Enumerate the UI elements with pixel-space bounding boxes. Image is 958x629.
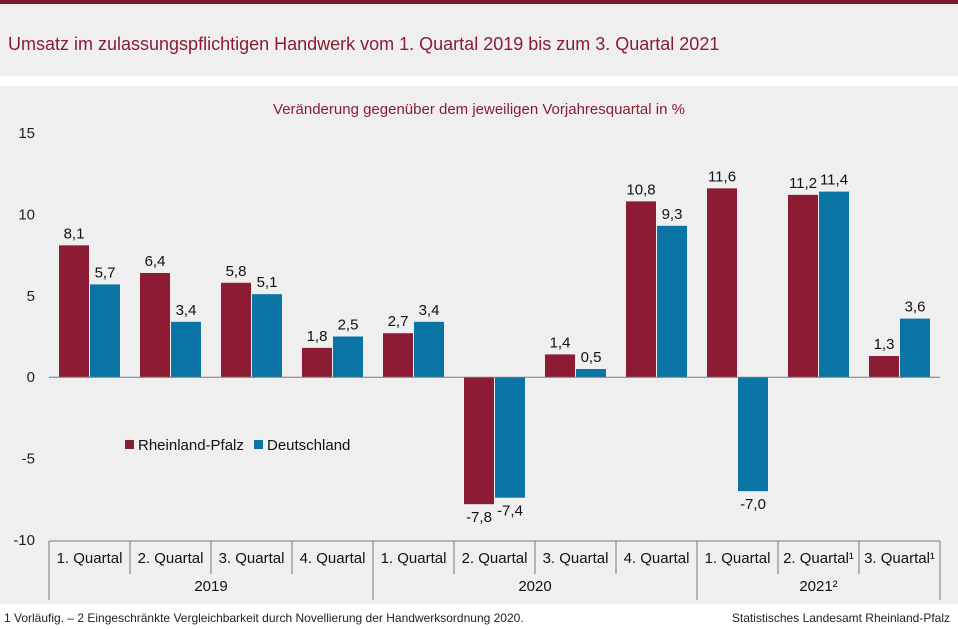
footnote: 1 Vorläufig. – 2 Eingeschränkte Vergleic… — [4, 611, 524, 625]
bar-rheinland-pfalz — [59, 245, 89, 378]
x-tick-label: 1. Quartal — [705, 550, 771, 567]
bar-deutschland — [576, 369, 606, 378]
source-note: Statistisches Landesamt Rheinland-Pfalz — [731, 611, 950, 625]
bar-deutschland — [900, 318, 930, 378]
data-label: 11,6 — [708, 168, 736, 185]
group-label: 2019 — [194, 578, 227, 595]
legend-label: Deutschland — [267, 437, 350, 454]
bar-deutschland — [90, 284, 120, 378]
data-label: 3,4 — [419, 302, 440, 319]
header-gap — [0, 76, 958, 86]
x-tick-label: 2. Quartal — [462, 550, 528, 567]
group-label: 2021² — [799, 578, 837, 595]
data-label: -7,4 — [497, 503, 523, 520]
bar-rheinland-pfalz — [545, 354, 575, 378]
bar-deutschland — [252, 294, 282, 378]
y-tick-label: 0 — [27, 369, 35, 386]
title-header: Umsatz im zulassungspflichtigen Handwerk… — [0, 4, 958, 76]
x-tick-label: 3. Quartal¹ — [864, 550, 935, 567]
x-tick-label: 2. Quartal¹ — [783, 550, 854, 567]
data-label: 1,4 — [550, 334, 571, 351]
chart-subtitle: Veränderung gegenüber dem jeweiligen Vor… — [273, 101, 685, 118]
x-tick-label: 1. Quartal — [381, 550, 447, 567]
bar-rheinland-pfalz — [464, 377, 494, 505]
x-tick-label: 4. Quartal — [624, 550, 690, 567]
data-label: -7,8 — [466, 509, 492, 526]
bar-deutschland — [495, 377, 525, 498]
bar-rheinland-pfalz — [221, 282, 251, 378]
data-label: 9,3 — [662, 206, 683, 223]
data-label: 5,1 — [257, 274, 278, 291]
data-label: 5,8 — [226, 263, 247, 280]
x-tick-label: 1. Quartal — [57, 550, 123, 567]
bar-deutschland — [738, 377, 768, 492]
data-label: 11,2 — [789, 175, 817, 192]
x-tick-label: 3. Quartal — [219, 550, 285, 567]
data-label: 6,4 — [145, 253, 166, 270]
x-tick-label: 2. Quartal — [138, 550, 204, 567]
data-label: 3,4 — [176, 302, 197, 319]
bar-rheinland-pfalz — [383, 333, 413, 378]
bar-rheinland-pfalz — [626, 201, 656, 378]
bar-rheinland-pfalz — [302, 347, 332, 378]
data-label: 2,7 — [388, 313, 409, 330]
bar-rheinland-pfalz — [788, 194, 818, 378]
bar-deutschland — [414, 321, 444, 378]
data-label: 1,3 — [874, 336, 895, 353]
bar-deutschland — [333, 336, 363, 378]
y-tick-label: 5 — [27, 288, 35, 305]
x-tick-label: 3. Quartal — [543, 550, 609, 567]
data-label: 11,4 — [820, 172, 848, 189]
y-tick-label: 10 — [18, 206, 35, 223]
group-label: 2020 — [518, 578, 551, 595]
data-label: 2,5 — [338, 317, 359, 334]
data-label: 5,7 — [95, 264, 116, 281]
bar-deutschland — [171, 321, 201, 378]
bar-deutschland — [657, 225, 687, 378]
data-label: -7,0 — [740, 496, 766, 513]
bar-rheinland-pfalz — [140, 273, 170, 378]
top-accent-bar — [0, 0, 958, 4]
data-label: 0,5 — [581, 349, 602, 366]
x-tick-label: 4. Quartal — [300, 550, 366, 567]
legend-swatch — [125, 440, 134, 449]
y-tick-label: -10 — [13, 532, 35, 549]
chart-title: Umsatz im zulassungspflichtigen Handwerk… — [8, 34, 720, 54]
data-label: 1,8 — [307, 328, 328, 345]
bar-deutschland — [819, 191, 849, 378]
y-tick-label: 15 — [18, 125, 35, 142]
legend-label: Rheinland-Pfalz — [138, 437, 244, 454]
data-label: 8,1 — [64, 225, 85, 242]
bar-rheinland-pfalz — [869, 356, 899, 378]
bar-rheinland-pfalz — [707, 188, 737, 378]
data-label: 10,8 — [626, 181, 655, 198]
legend-swatch — [254, 440, 263, 449]
y-tick-label: -5 — [22, 451, 35, 468]
data-label: 3,6 — [905, 299, 926, 316]
